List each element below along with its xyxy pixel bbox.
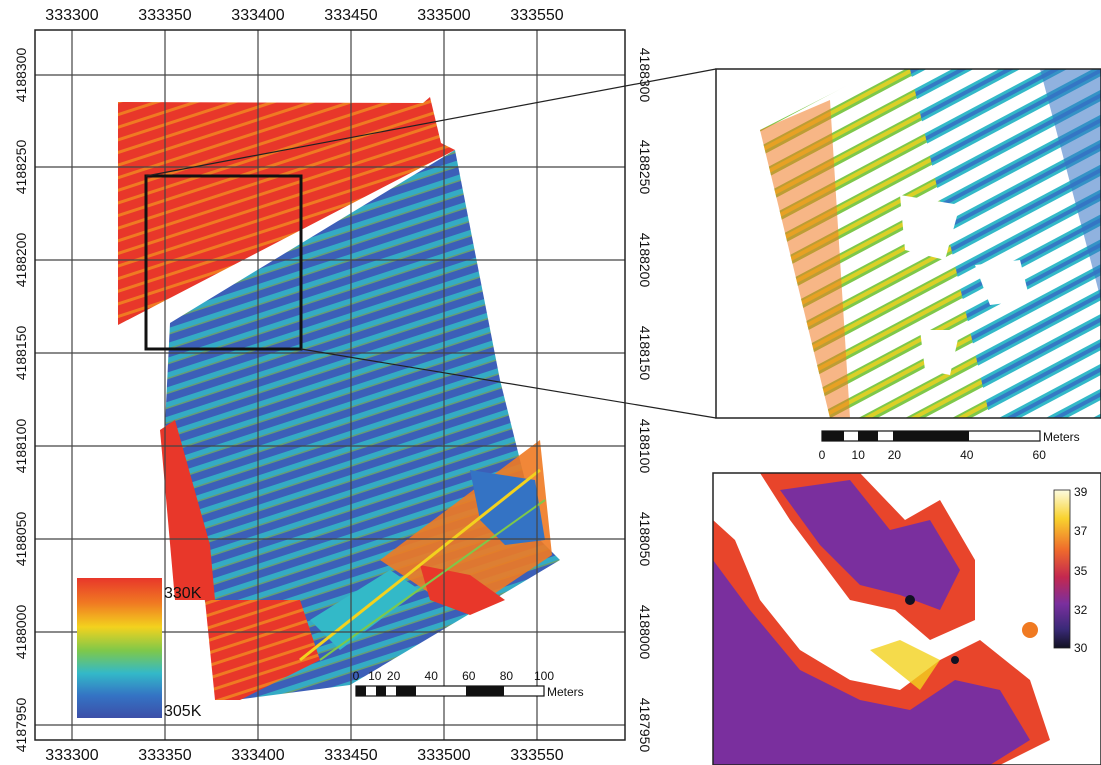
inset-top-frame: [715, 68, 1101, 419]
y-tick-left: 4188100: [13, 419, 29, 474]
temperature-legend: 330K 305K: [77, 578, 202, 720]
x-tick-bottom: 333550: [510, 747, 563, 764]
y-tick-right: 4188200: [637, 233, 653, 288]
y-tick-labels-right: 4188300 4188250 4188200 4188150 4188100 …: [637, 48, 653, 753]
callout-lines: [145, 68, 717, 419]
colorbar-label: 37: [1074, 524, 1088, 538]
x-tick-top: 333350: [138, 7, 191, 24]
scalebar-tick-label: 100: [534, 669, 554, 683]
x-tick-top: 333500: [417, 7, 470, 24]
inset-bottom-frame: [712, 472, 1101, 765]
scalebar-tick-label: 40: [425, 669, 439, 683]
y-tick-left: 4188250: [13, 140, 29, 195]
y-tick-left: 4188000: [13, 605, 29, 660]
y-tick-left: 4188150: [13, 326, 29, 381]
y-tick-left: 4188200: [13, 233, 29, 288]
x-tick-labels-bottom: 333300 333350 333400 333450 333500 33355…: [45, 747, 563, 764]
colorbar-ramp: [1053, 489, 1071, 649]
y-tick-left: 4187950: [13, 698, 29, 753]
scalebar-tick-label: 60: [1033, 448, 1047, 462]
main-scalebar: 0 10 20 40 60 80 100 Meters: [353, 669, 584, 699]
x-tick-top: 333300: [45, 7, 98, 24]
inset-scalebar: 0 10 20 40 60 Meters: [819, 430, 1080, 462]
zoom-box: [144, 174, 303, 351]
scalebar-tick-label: 20: [888, 448, 902, 462]
inset-bottom: 39 37 35 32 30: [712, 472, 1101, 765]
y-tick-right: 4188050: [637, 512, 653, 567]
colorbar-label: 30: [1074, 641, 1088, 655]
x-tick-bottom: 333400: [231, 747, 284, 764]
x-tick-labels-top: 333300 333350 333400 333450 333500 33355…: [45, 7, 563, 24]
scalebar-tick-label: 20: [387, 669, 401, 683]
inset-top: 0 10 20 40 60 Meters: [715, 68, 1101, 462]
legend-min-label: 305K: [164, 703, 202, 720]
x-tick-bottom: 333300: [45, 747, 98, 764]
scalebar-tick-label: 40: [960, 448, 974, 462]
scalebar-tick-label: 0: [353, 669, 360, 683]
main-scalebar-unit: Meters: [547, 685, 584, 699]
x-tick-bottom: 333450: [324, 747, 377, 764]
y-tick-left: 4188300: [13, 48, 29, 103]
scalebar-tick-label: 0: [819, 448, 826, 462]
thermal-image: [118, 97, 560, 700]
x-tick-bottom: 333500: [417, 747, 470, 764]
y-tick-labels-left: 4188300 4188250 4188200 4188150 4188100 …: [13, 48, 29, 753]
scalebar-tick-label: 10: [368, 669, 382, 683]
inset-colorbar: 39 37 35 32 30: [1053, 485, 1088, 655]
scalebar-tick-label: 60: [462, 669, 476, 683]
y-tick-right: 4188300: [637, 48, 653, 103]
inset-scalebar-unit: Meters: [1043, 430, 1080, 444]
y-tick-right: 4188100: [637, 419, 653, 474]
colorbar-label: 35: [1074, 564, 1088, 578]
colorbar-label: 32: [1074, 603, 1088, 617]
x-tick-top: 333550: [510, 7, 563, 24]
y-tick-right: 4187950: [637, 698, 653, 753]
y-tick-right: 4188000: [637, 605, 653, 660]
legend-color-ramp: [77, 578, 162, 718]
map-frame: [34, 29, 626, 741]
scalebar-tick-label: 80: [500, 669, 514, 683]
x-tick-top: 333450: [324, 7, 377, 24]
main-map: 333300 333350 333400 333450 333500 33355…: [13, 7, 653, 764]
x-tick-top: 333400: [231, 7, 284, 24]
x-tick-bottom: 333350: [138, 747, 191, 764]
y-tick-right: 4188150: [637, 326, 653, 381]
legend-max-label: 330K: [164, 585, 202, 602]
scalebar-tick-label: 10: [852, 448, 866, 462]
y-tick-right: 4188250: [637, 140, 653, 195]
map-grid: [35, 30, 625, 740]
y-tick-left: 4188050: [13, 512, 29, 567]
colorbar-label: 39: [1074, 485, 1088, 499]
